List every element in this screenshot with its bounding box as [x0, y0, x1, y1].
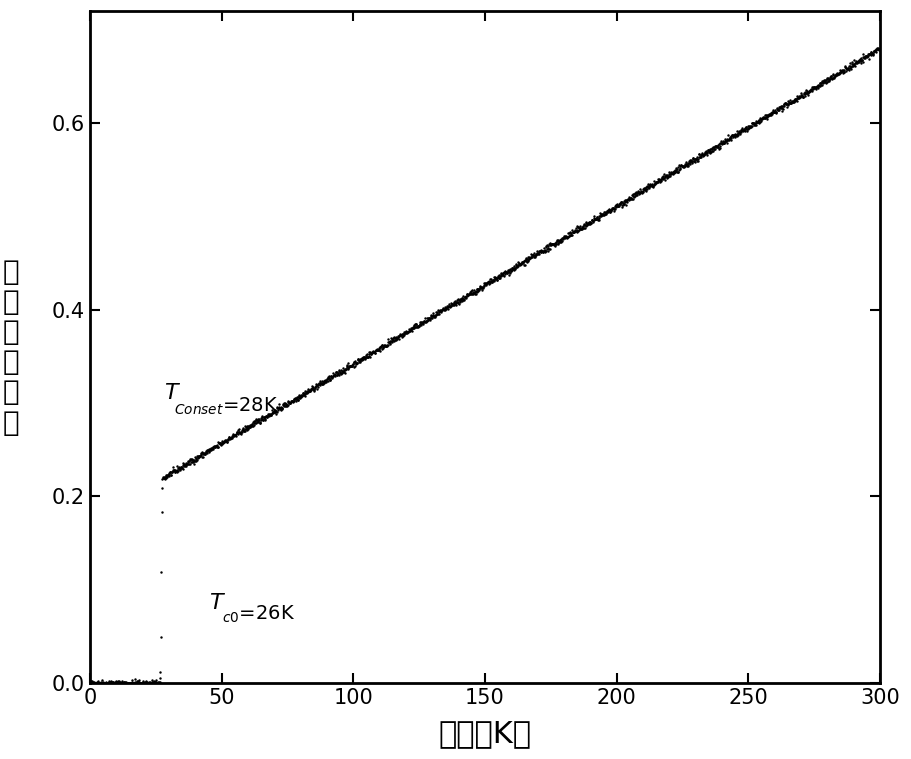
- X-axis label: 温度（K）: 温度（K）: [438, 719, 531, 748]
- Text: $_{c0}$=26K: $_{c0}$=26K: [221, 603, 295, 625]
- Text: $_{Conset}$=28K: $_{Conset}$=28K: [174, 395, 279, 417]
- Text: $T$: $T$: [209, 593, 226, 613]
- Text: $T$: $T$: [164, 383, 180, 403]
- Text: 电
阰
（
欧
姆
）: 电 阰 （ 欧 姆 ）: [3, 257, 19, 436]
